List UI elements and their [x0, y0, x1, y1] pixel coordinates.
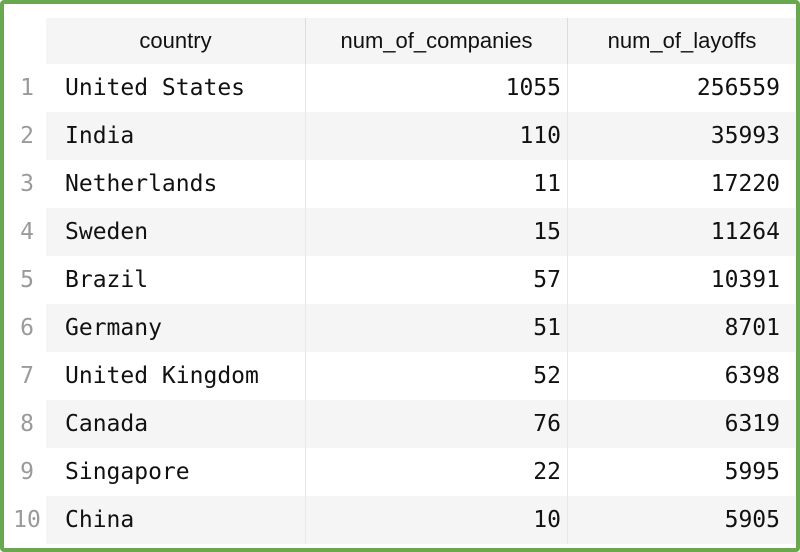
cell-country[interactable]: India: [65, 123, 135, 149]
cell-num-of-layoffs[interactable]: 17220: [567, 160, 796, 208]
table-row[interactable]: 2 India 110 35993: [4, 112, 796, 160]
cell-num-of-layoffs[interactable]: 5905: [567, 496, 796, 544]
cell-country[interactable]: Canada: [65, 411, 149, 437]
row-index: 10: [4, 496, 46, 544]
row-index: 7: [4, 352, 46, 400]
column-header-num-of-layoffs[interactable]: num_of_layoffs: [567, 18, 796, 64]
row-cells: India 110 35993: [46, 112, 796, 160]
header-cells: country num_of_companies num_of_layoffs: [46, 18, 796, 64]
cell-num-of-companies[interactable]: 52: [305, 352, 567, 400]
cell-country[interactable]: Sweden: [65, 219, 149, 245]
cell-num-of-companies[interactable]: 15: [305, 208, 567, 256]
table-body: 1 United States 1055 256559 2 India 110 35993 3 N…: [4, 64, 796, 544]
table-row[interactable]: 6 Germany 51 8701: [4, 304, 796, 352]
cell-num-of-companies[interactable]: 110: [305, 112, 567, 160]
row-index: 1: [4, 64, 46, 112]
cell-num-of-layoffs[interactable]: 8701: [567, 304, 796, 352]
table-row[interactable]: 8 Canada 76 6319: [4, 400, 796, 448]
row-index: 4: [4, 208, 46, 256]
cell-num-of-companies[interactable]: 10: [305, 496, 567, 544]
cell-num-of-companies[interactable]: 51: [305, 304, 567, 352]
row-cells: Brazil 57 10391: [46, 256, 796, 304]
row-cells: Singapore 22 5995: [46, 448, 796, 496]
table-row[interactable]: 7 United Kingdom 52 6398: [4, 352, 796, 400]
row-index: 8: [4, 400, 46, 448]
row-index: 6: [4, 304, 46, 352]
cell-num-of-layoffs[interactable]: 35993: [567, 112, 796, 160]
cell-country[interactable]: Singapore: [65, 459, 190, 485]
table-row[interactable]: 1 United States 1055 256559: [4, 64, 796, 112]
cell-num-of-layoffs[interactable]: 5995: [567, 448, 796, 496]
row-cells: United Kingdom 52 6398: [46, 352, 796, 400]
table-row[interactable]: 10 China 10 5905: [4, 496, 796, 544]
row-index: 2: [4, 112, 46, 160]
cell-country[interactable]: United States: [65, 75, 246, 101]
cell-num-of-companies[interactable]: 1055: [305, 64, 567, 112]
cell-num-of-companies[interactable]: 22: [305, 448, 567, 496]
table-row[interactable]: 4 Sweden 15 11264: [4, 208, 796, 256]
index-header-cell: [4, 18, 46, 64]
cell-num-of-layoffs[interactable]: 6319: [567, 400, 796, 448]
row-cells: Netherlands 11 17220: [46, 160, 796, 208]
cell-country[interactable]: Germany: [65, 315, 162, 341]
results-table: country num_of_companies num_of_layoffs …: [4, 18, 796, 544]
row-index: 3: [4, 160, 46, 208]
column-header-num-of-companies[interactable]: num_of_companies: [305, 18, 567, 64]
cell-num-of-companies[interactable]: 11: [305, 160, 567, 208]
cell-num-of-layoffs[interactable]: 10391: [567, 256, 796, 304]
row-cells: United States 1055 256559: [46, 64, 796, 112]
row-cells: China 10 5905: [46, 496, 796, 544]
table-header-row: country num_of_companies num_of_layoffs: [4, 18, 796, 64]
table-row[interactable]: 9 Singapore 22 5995: [4, 448, 796, 496]
cell-num-of-layoffs[interactable]: 6398: [567, 352, 796, 400]
cell-num-of-companies[interactable]: 76: [305, 400, 567, 448]
table-row[interactable]: 3 Netherlands 11 17220: [4, 160, 796, 208]
cell-num-of-companies[interactable]: 57: [305, 256, 567, 304]
cell-country[interactable]: Brazil: [65, 267, 149, 293]
row-cells: Germany 51 8701: [46, 304, 796, 352]
cell-country[interactable]: Netherlands: [65, 171, 218, 197]
table-row[interactable]: 5 Brazil 57 10391: [4, 256, 796, 304]
row-cells: Canada 76 6319: [46, 400, 796, 448]
row-cells: Sweden 15 11264: [46, 208, 796, 256]
cell-country[interactable]: United Kingdom: [65, 363, 259, 389]
cell-num-of-layoffs[interactable]: 11264: [567, 208, 796, 256]
cell-num-of-layoffs[interactable]: 256559: [567, 64, 796, 112]
column-header-country[interactable]: country: [139, 28, 212, 53]
cell-country[interactable]: China: [65, 507, 135, 533]
row-index: 5: [4, 256, 46, 304]
row-index: 9: [4, 448, 46, 496]
